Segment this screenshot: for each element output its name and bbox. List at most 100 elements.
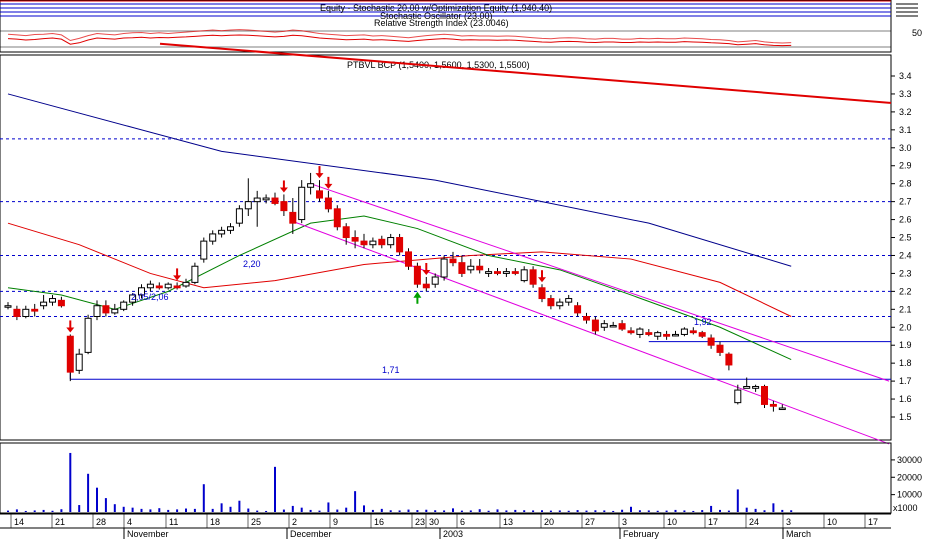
candle	[502, 268, 510, 278]
candle	[164, 282, 172, 290]
y-tick-label: 1.6	[899, 394, 912, 404]
x-tick-label: 4	[127, 517, 132, 527]
x-tick-label: 2	[292, 517, 297, 527]
candle	[636, 327, 644, 339]
candle	[289, 198, 297, 234]
rsi-level-label: 50	[912, 28, 922, 38]
candle	[138, 284, 145, 299]
long-moving-average	[7, 93, 792, 267]
candle	[369, 237, 377, 249]
candle	[440, 255, 448, 281]
channel-lower-line	[292, 220, 890, 445]
candle	[227, 223, 234, 234]
candle	[120, 300, 128, 312]
y-tick-label: 2.3	[899, 268, 912, 278]
x-tick-label: 25	[251, 517, 261, 527]
equity-title: Equity - Stochastic 20,00 w/Optimization…	[320, 3, 552, 13]
candle	[672, 330, 679, 337]
volume-axis: 30000 20000 10000	[891, 455, 922, 500]
candle	[253, 190, 261, 227]
level-label-2-20: 2,20	[243, 259, 261, 269]
y-tick-label: 1.9	[899, 340, 912, 350]
candle	[583, 312, 590, 324]
x-tick-label: 24	[749, 517, 759, 527]
candle	[413, 262, 421, 288]
month-label: December	[290, 529, 332, 539]
candle	[529, 266, 537, 288]
signals	[66, 166, 546, 333]
x-tick-label: 3	[786, 517, 791, 527]
x-tick-label: 17	[868, 517, 878, 527]
volume-bars	[7, 452, 793, 512]
rsi-line	[7, 34, 792, 47]
candle	[600, 320, 608, 331]
candle	[262, 194, 270, 204]
x-tick-label: 20	[544, 517, 554, 527]
candle	[280, 194, 288, 216]
price-panel	[0, 54, 892, 441]
candle	[235, 205, 243, 227]
candle	[680, 327, 688, 337]
candle	[84, 314, 92, 355]
sell-arrow	[324, 176, 333, 189]
candle	[387, 233, 395, 249]
main-title: PTBVL BCP (1,5400, 1,5600, 1,5300, 1,550…	[347, 60, 530, 70]
candle	[75, 348, 83, 374]
candle	[333, 205, 341, 231]
month-label: March	[786, 529, 811, 539]
candle	[360, 233, 368, 249]
y-tick-label: 3.0	[899, 143, 912, 153]
candle	[654, 330, 662, 340]
candle	[422, 277, 430, 292]
y-tick-label: 2.4	[899, 250, 912, 260]
candle	[244, 178, 252, 216]
x-tick-label: 3	[622, 517, 627, 527]
candle	[538, 284, 546, 303]
candle	[13, 305, 21, 321]
y-tick-label: 2.2	[899, 286, 912, 296]
candle	[476, 259, 484, 274]
candle	[769, 400, 777, 412]
candle	[556, 298, 564, 310]
candle	[4, 302, 12, 310]
candle	[485, 268, 493, 278]
level-label-1-92: 1,92	[694, 317, 712, 327]
x-tick-label: 10	[667, 517, 677, 527]
y-tick-label: 2.5	[899, 233, 912, 243]
x-tick-label: 11	[169, 517, 178, 527]
candle	[324, 190, 332, 213]
candle	[155, 282, 163, 290]
y-tick-label: 2.6	[899, 215, 912, 225]
candle	[449, 251, 457, 267]
x-tick-label: 16	[374, 517, 384, 527]
sell-arrow	[422, 263, 431, 276]
candle	[547, 294, 555, 310]
candle	[734, 384, 742, 405]
x-tick-label: 10	[827, 517, 837, 527]
mid-moving-average	[7, 222, 792, 317]
y-tick-label: 2.7	[899, 197, 912, 207]
candle	[663, 330, 671, 340]
x-tick-label: 28	[96, 517, 106, 527]
y-tick-label: 3.4	[899, 71, 912, 81]
candle	[511, 268, 519, 276]
candle	[93, 300, 101, 321]
candle	[200, 237, 208, 263]
y-tick-label: 2.0	[899, 322, 912, 332]
candle	[351, 230, 359, 249]
candle	[431, 273, 439, 288]
price-axis: 1.5 1.6 1.7 1.8 1.9 2.0 2.1 2.2 2.3 2.4 2.5 2.6 2.7 2…	[891, 71, 912, 422]
candle	[218, 226, 226, 238]
x-tick-label: 27	[585, 517, 595, 527]
y-tick-label: 2.8	[899, 179, 912, 189]
candle	[645, 329, 653, 337]
month-label: February	[623, 529, 660, 539]
volume-tick-label: 30000	[897, 455, 922, 465]
candle	[565, 294, 573, 306]
candle	[778, 404, 786, 411]
candle	[761, 384, 768, 409]
x-tick-label: 21	[55, 517, 65, 527]
y-tick-label: 3.3	[899, 89, 912, 99]
candle	[689, 327, 697, 335]
